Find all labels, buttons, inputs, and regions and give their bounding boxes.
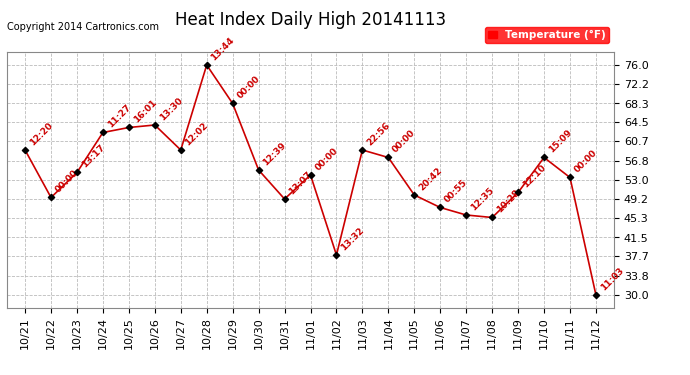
Point (564, 174, 575, 180)
Text: 16:01: 16:01 (132, 98, 158, 125)
Point (124, 124, 135, 130)
Point (253, 167, 264, 173)
Text: 00:55: 00:55 (443, 178, 469, 205)
Text: 00:00: 00:00 (54, 168, 80, 195)
Text: 13:07: 13:07 (287, 170, 314, 196)
Text: 12:20: 12:20 (28, 121, 55, 147)
Text: 12:02: 12:02 (184, 121, 210, 147)
Point (149, 122, 160, 128)
Text: 11:27: 11:27 (106, 103, 132, 130)
Text: 12:35: 12:35 (469, 186, 495, 212)
Text: Copyright 2014 Cartronics.com: Copyright 2014 Cartronics.com (7, 22, 159, 32)
Point (97, 129, 108, 135)
Point (461, 212, 472, 218)
Legend: Temperature (°F): Temperature (°F) (485, 27, 609, 44)
Point (19, 147, 30, 153)
Text: 13:30: 13:30 (157, 96, 184, 122)
Point (486, 214, 497, 220)
Point (408, 192, 420, 198)
Text: 00:00: 00:00 (235, 75, 262, 101)
Point (383, 154, 394, 160)
Point (305, 172, 316, 178)
Point (357, 147, 368, 153)
Text: 13:44: 13:44 (210, 36, 236, 62)
Text: 13:17: 13:17 (80, 143, 106, 170)
Text: 20:42: 20:42 (417, 166, 444, 192)
Text: 00:00: 00:00 (391, 129, 417, 155)
Point (72, 170, 83, 176)
Point (435, 204, 446, 210)
Point (513, 189, 524, 195)
Text: 22:56: 22:56 (365, 121, 392, 147)
Text: 15:09: 15:09 (546, 128, 573, 155)
Point (538, 154, 549, 160)
Text: 10:28: 10:28 (495, 188, 522, 215)
Text: 12:39: 12:39 (262, 141, 288, 167)
Point (46, 195, 57, 201)
Text: 13:32: 13:32 (339, 226, 366, 252)
Point (279, 196, 290, 202)
Point (591, 292, 602, 298)
Point (201, 62, 213, 68)
Text: 00:00: 00:00 (573, 148, 599, 175)
Text: 12:10: 12:10 (521, 163, 547, 190)
Point (331, 252, 342, 258)
Point (227, 100, 238, 106)
Point (175, 147, 186, 153)
Text: 00:00: 00:00 (313, 146, 339, 172)
Text: 11:03: 11:03 (599, 266, 625, 292)
Text: Heat Index Daily High 20141113: Heat Index Daily High 20141113 (175, 11, 446, 29)
